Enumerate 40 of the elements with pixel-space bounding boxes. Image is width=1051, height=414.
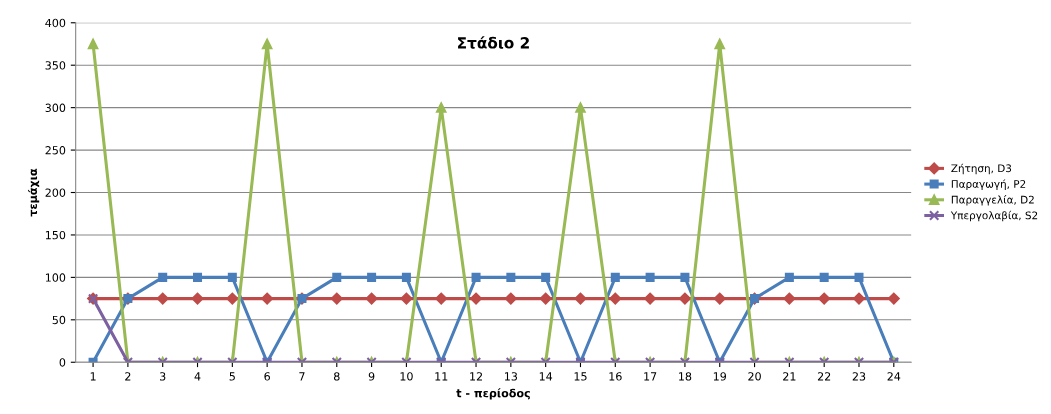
legend-label: Υπεργολαβία, S2 [950,210,1038,222]
x-tick-label: 11 [435,372,448,381]
text: Στάδιο 2 [458,36,529,49]
legend-label: Ζήτηση, D3 [951,163,1012,175]
x-tick-label: 8 [334,372,340,381]
x-tick-label: 7 [299,372,305,381]
y-tick-label: 50 [52,315,66,325]
x-tick-label: 18 [679,372,692,381]
x-tick-label: 3 [160,372,166,381]
y-tick-label: 200 [45,188,66,197]
x-tick-label: 12 [470,372,482,381]
x-tick-label: 22 [817,372,831,381]
x-tick-label: 9 [368,372,375,381]
x-tick-label: 4 [194,372,201,381]
x-tick-label: 2 [125,372,131,381]
y-tick-label: 350 [45,61,66,70]
x-tick-label: 24 [887,372,901,381]
x-tick-label: 17 [644,372,657,381]
y-tick-label: 300 [45,103,66,113]
x-tick-label: 14 [539,372,553,381]
y-tick-label: 0 [59,358,66,367]
legend-label: Παραγγελία, D2 [951,195,1034,206]
x-tick-label: 6 [264,372,270,381]
x-tick-label: 20 [748,372,761,381]
x-tick-label: 19 [713,372,727,381]
y-axis-title: τεμάχια [27,168,40,217]
x-tick-label: 23 [852,372,866,381]
legend-label: Παραγωγή, P2 [951,179,1026,190]
y-tick-label: 150 [45,230,66,240]
x-tick-label: 5 [229,372,235,381]
y-tick-label: 400 [45,18,66,28]
x-axis-title: t - περίοδος [456,388,530,400]
x-tick-label: 13 [505,372,518,381]
y-tick-label: 250 [45,146,66,155]
x-tick-label: 21 [783,372,796,381]
x-tick-label: 1 [90,372,96,381]
y-tick-label: 100 [45,273,66,282]
x-tick-label: 16 [609,372,622,381]
x-tick-label: 15 [574,372,587,381]
x-tick-label: 10 [400,372,413,381]
